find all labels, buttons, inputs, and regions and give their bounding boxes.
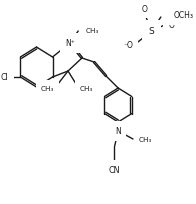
Text: N⁺: N⁺ — [65, 39, 75, 48]
Text: ⁻O: ⁻O — [123, 41, 133, 50]
Text: O: O — [141, 5, 147, 14]
Text: CH₃: CH₃ — [80, 86, 93, 92]
Text: N: N — [115, 127, 121, 136]
Text: S: S — [149, 27, 154, 36]
Text: O: O — [168, 21, 174, 30]
Text: OCH₃: OCH₃ — [174, 11, 194, 20]
Text: CH₃: CH₃ — [86, 28, 99, 34]
Text: Cl: Cl — [1, 73, 8, 82]
Text: CH₃: CH₃ — [41, 86, 54, 92]
Text: CN: CN — [109, 166, 120, 175]
Text: CH₃: CH₃ — [139, 136, 152, 142]
